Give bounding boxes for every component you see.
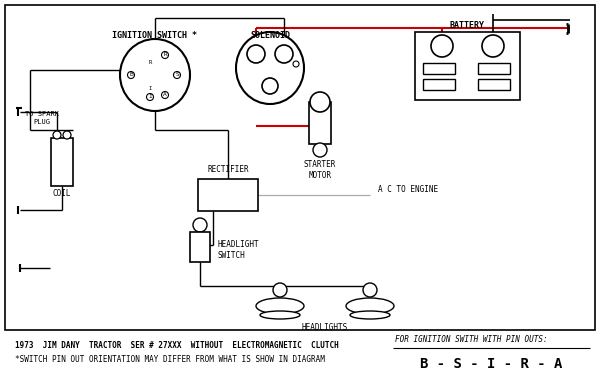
Text: RECTIFIER: RECTIFIER — [207, 165, 249, 174]
Text: A: A — [163, 93, 167, 97]
Text: IGNITION SWITCH *: IGNITION SWITCH * — [113, 30, 197, 39]
Text: STARTER
MOTOR: STARTER MOTOR — [304, 160, 336, 180]
Bar — [478, 79, 510, 90]
Bar — [309, 102, 331, 144]
Text: HEADLIGHT
SWITCH: HEADLIGHT SWITCH — [218, 240, 260, 260]
Circle shape — [53, 131, 61, 139]
Text: 1973  JIM DANY  TRACTOR  SER # 27XXX  WITHOUT  ELECTROMAGNETIC  CLUTCH: 1973 JIM DANY TRACTOR SER # 27XXX WITHOU… — [15, 341, 339, 350]
Bar — [423, 79, 455, 90]
Text: R: R — [163, 52, 167, 57]
Text: B: B — [129, 72, 133, 77]
Ellipse shape — [256, 298, 304, 314]
Text: A C TO ENGINE: A C TO ENGINE — [378, 185, 438, 194]
Circle shape — [273, 283, 287, 297]
Bar — [198, 179, 258, 211]
Bar — [478, 63, 510, 74]
Bar — [51, 138, 73, 186]
Circle shape — [431, 35, 453, 57]
Text: *SWITCH PIN OUT ORIENTATION MAY DIFFER FROM WHAT IS SHOW IN DIAGRAM: *SWITCH PIN OUT ORIENTATION MAY DIFFER F… — [15, 355, 325, 364]
Circle shape — [63, 131, 71, 139]
Circle shape — [247, 45, 265, 63]
Circle shape — [128, 72, 134, 79]
Circle shape — [310, 92, 330, 112]
Circle shape — [173, 72, 181, 79]
Ellipse shape — [350, 311, 390, 319]
Circle shape — [313, 143, 327, 157]
Text: I: I — [148, 86, 152, 91]
Circle shape — [293, 61, 299, 67]
Circle shape — [363, 283, 377, 297]
Bar — [415, 32, 520, 100]
Text: FOR IGNITION SWITH WITH PIN OUTS:: FOR IGNITION SWITH WITH PIN OUTS: — [395, 335, 548, 344]
Ellipse shape — [236, 32, 304, 104]
Text: B - S - I - R - A: B - S - I - R - A — [420, 357, 562, 371]
Circle shape — [262, 78, 278, 94]
Ellipse shape — [260, 311, 300, 319]
Text: S: S — [175, 72, 179, 77]
Circle shape — [161, 91, 169, 99]
Text: I: I — [148, 95, 152, 99]
Bar — [5, 5, 595, 330]
Text: BATTERY: BATTERY — [449, 20, 485, 29]
Text: COIL: COIL — [53, 190, 71, 199]
Text: SOLENOID: SOLENOID — [250, 30, 290, 39]
Text: R: R — [148, 61, 152, 66]
Circle shape — [275, 45, 293, 63]
Text: TO SPARK
PLUG: TO SPARK PLUG — [25, 111, 59, 124]
Circle shape — [161, 52, 169, 59]
Bar — [423, 63, 455, 74]
Ellipse shape — [346, 298, 394, 314]
Bar — [190, 232, 210, 262]
Ellipse shape — [120, 39, 190, 111]
Circle shape — [146, 93, 154, 100]
Circle shape — [193, 218, 207, 232]
Circle shape — [482, 35, 504, 57]
Text: HEADLIGHTS: HEADLIGHTS — [302, 323, 348, 332]
